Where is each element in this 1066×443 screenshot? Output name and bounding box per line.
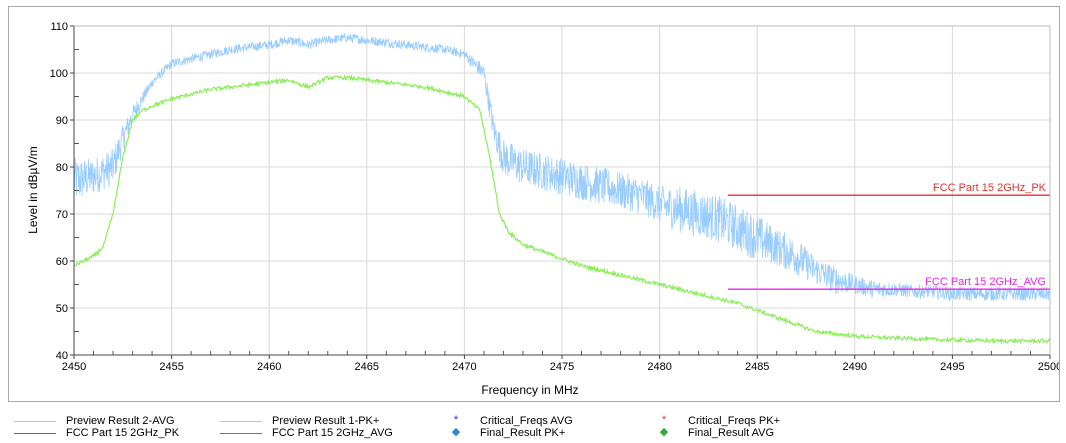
legend-line-swatch (14, 433, 56, 434)
x-tick-label: 2450 (62, 361, 86, 373)
legend-label: FCC Part 15 2GHz_PK (66, 427, 180, 439)
y-tick-label: 60 (56, 256, 68, 268)
chart-legend: Preview Result 2-AVG Preview Result 1-PK+… (0, 414, 1066, 443)
axis-layer: 2450 2455 2460 2465 2470 2475 2480 2485 2490 2495… (50, 21, 1059, 373)
x-tick-label: 2500 (1038, 361, 1059, 373)
legend-label: FCC Part 15 2GHz_AVG (272, 427, 393, 439)
legend-item: * Critical_Freqs PK+ (636, 414, 836, 427)
y-axis-title: Level in dBµV/m (26, 146, 40, 234)
y-tick-label: 40 (56, 350, 68, 362)
y-tick-label: 100 (50, 68, 68, 80)
legend-item: * Critical_Freqs AVG (428, 414, 628, 427)
x-tick-label: 2485 (745, 361, 769, 373)
legend-item: Preview Result 2-AVG (14, 415, 214, 427)
y-tick-label: 50 (56, 303, 68, 315)
legend-item: ◆ Final_Result AVG (636, 426, 836, 439)
legend-line-swatch (14, 421, 56, 422)
legend-item: FCC Part 15 2GHz_PK (14, 427, 214, 439)
legend-label: Critical_Freqs PK+ (688, 415, 781, 427)
limit-label-pk: FCC Part 15 2GHz_PK (933, 182, 1047, 194)
diamond-marker-icon: ◆ (451, 426, 461, 438)
legend-label: Critical_Freqs AVG (480, 415, 573, 427)
legend-item: FCC Part 15 2GHz_AVG (220, 427, 420, 439)
x-tick-label: 2475 (550, 361, 574, 373)
legend-label: Preview Result 2-AVG (66, 415, 175, 427)
y-tick-label: 90 (56, 115, 68, 127)
y-tick-label: 80 (56, 162, 68, 174)
x-tick-label: 2490 (843, 361, 867, 373)
legend-line-swatch (220, 433, 262, 434)
legend-item: ◆ Final_Result PK+ (428, 426, 628, 439)
legend-label: Final_Result PK+ (480, 427, 566, 439)
limit-label-avg: FCC Part 15 2GHz_AVG (925, 276, 1046, 288)
x-axis-title: Frequency in MHz (481, 383, 578, 397)
legend-item: Preview Result 1-PK+ (220, 415, 420, 427)
asterisk-marker-icon: * (661, 414, 667, 426)
x-tick-label: 2455 (159, 361, 183, 373)
y-tick-label: 110 (50, 21, 68, 33)
legend-label: Preview Result 1-PK+ (272, 415, 380, 427)
x-tick-label: 2495 (940, 361, 964, 373)
chart-frame: FCC Part 15 2GHz_PK FCC Part 15 2GHz_AVG … (8, 6, 1060, 402)
x-tick-label: 2460 (257, 361, 281, 373)
x-tick-label: 2480 (647, 361, 671, 373)
x-tick-label: 2470 (452, 361, 476, 373)
series-avg-trace (73, 73, 1051, 345)
x-tick-label: 2465 (355, 361, 379, 373)
limit-lines-layer: FCC Part 15 2GHz_PK FCC Part 15 2GHz_AVG (727, 182, 1050, 290)
asterisk-marker-icon: * (453, 414, 459, 426)
legend-line-swatch (220, 421, 262, 422)
diamond-marker-icon: ◆ (659, 426, 669, 438)
y-tick-label: 70 (56, 209, 68, 221)
legend-label: Final_Result AVG (688, 427, 775, 439)
